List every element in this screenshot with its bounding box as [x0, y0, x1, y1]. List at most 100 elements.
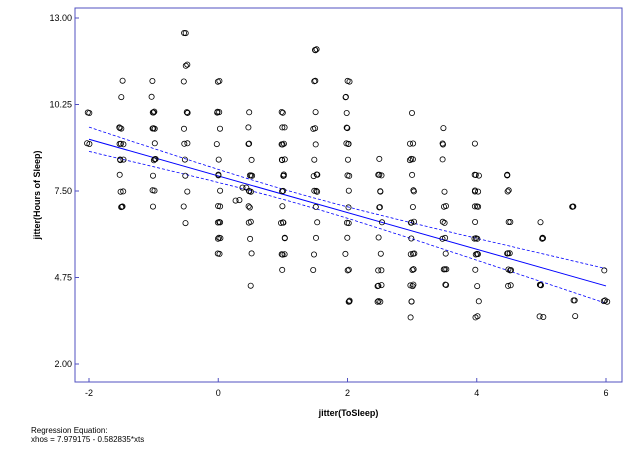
data-point — [375, 234, 382, 241]
data-point — [375, 282, 382, 289]
data-point — [279, 124, 286, 131]
data-point — [572, 313, 579, 320]
data-point — [181, 156, 188, 163]
data-point — [280, 140, 287, 147]
data-point — [245, 203, 252, 210]
data-point — [312, 125, 319, 132]
data-point — [345, 140, 352, 147]
data-point — [182, 62, 189, 69]
data-point — [377, 188, 384, 195]
data-point — [248, 250, 255, 257]
data-point — [215, 156, 222, 163]
data-point — [239, 184, 246, 191]
data-point — [118, 94, 125, 101]
regression-equation-title: Regression Equation: — [31, 426, 108, 435]
data-point — [472, 218, 479, 225]
data-point — [215, 172, 222, 179]
data-point — [312, 109, 319, 116]
data-point — [505, 282, 512, 289]
data-point — [344, 156, 351, 163]
data-point — [343, 124, 350, 131]
data-point — [310, 173, 317, 180]
data-point — [117, 156, 124, 163]
data-point — [472, 251, 479, 258]
data-point — [343, 219, 350, 226]
data-point — [536, 313, 543, 320]
data-point — [247, 282, 254, 289]
regression-line-group — [88, 138, 607, 287]
data-point — [281, 124, 288, 131]
x-tick-label: 4 — [474, 388, 479, 398]
data-point — [149, 203, 156, 210]
data-point — [441, 188, 448, 195]
data-point — [442, 281, 449, 288]
data-point — [312, 234, 319, 241]
data-point — [280, 171, 287, 178]
x-axis-title: jitter(ToSleep) — [318, 408, 379, 418]
data-point — [150, 157, 157, 164]
data-point — [279, 157, 286, 164]
data-point — [151, 125, 158, 132]
data-point — [442, 250, 449, 257]
data-point — [440, 203, 447, 210]
data-point — [184, 140, 191, 147]
confidence-band — [88, 126, 607, 304]
data-point — [345, 266, 352, 273]
data-point — [120, 156, 127, 163]
data-point — [150, 109, 157, 116]
data-point — [374, 298, 381, 305]
data-point — [475, 172, 482, 179]
data-point — [439, 156, 446, 163]
data-point — [537, 219, 544, 226]
data-point — [182, 30, 189, 37]
data-point — [471, 203, 478, 210]
data-point — [407, 251, 414, 258]
data-point — [442, 234, 449, 241]
data-point — [475, 298, 482, 305]
data-point — [472, 314, 479, 321]
data-point — [313, 187, 320, 194]
data-point — [377, 250, 384, 257]
data-point — [409, 156, 416, 163]
data-point — [277, 219, 284, 226]
data-point — [311, 47, 318, 54]
x-tick-label: -2 — [85, 388, 93, 398]
data-point — [180, 78, 187, 85]
data-point — [440, 125, 447, 132]
data-point — [537, 281, 544, 288]
confidence-bound-upper — [88, 126, 607, 269]
data-point — [180, 125, 187, 132]
data-point — [345, 204, 352, 211]
data-point — [409, 266, 416, 273]
data-point — [409, 171, 416, 178]
data-point — [278, 109, 285, 116]
data-point — [443, 266, 450, 273]
y-tick-label: 10.25 — [49, 100, 72, 110]
data-point — [540, 313, 547, 320]
data-point — [246, 109, 253, 116]
data-point — [571, 297, 578, 304]
data-point — [279, 203, 286, 210]
data-point — [215, 202, 222, 209]
data-point — [279, 109, 286, 116]
regression-equation-formula: xhos = 7.979175 - 0.582835*xts — [31, 435, 145, 444]
confidence-bound-lower — [88, 151, 607, 304]
data-point — [149, 187, 156, 194]
data-point — [376, 155, 383, 162]
data-point — [343, 140, 350, 147]
regression-line — [88, 138, 607, 287]
data-points — [84, 29, 611, 321]
data-point — [471, 187, 478, 194]
data-point — [505, 187, 512, 194]
data-point — [506, 250, 513, 257]
data-point — [216, 78, 223, 85]
y-axis-title: jitter(Hours of Sleep) — [32, 150, 42, 240]
data-point — [406, 140, 413, 147]
data-point — [278, 251, 285, 258]
data-point — [213, 141, 220, 148]
data-point — [474, 251, 481, 258]
y-tick-label: 4.75 — [54, 273, 72, 283]
data-point — [281, 235, 288, 242]
data-point — [232, 197, 239, 204]
